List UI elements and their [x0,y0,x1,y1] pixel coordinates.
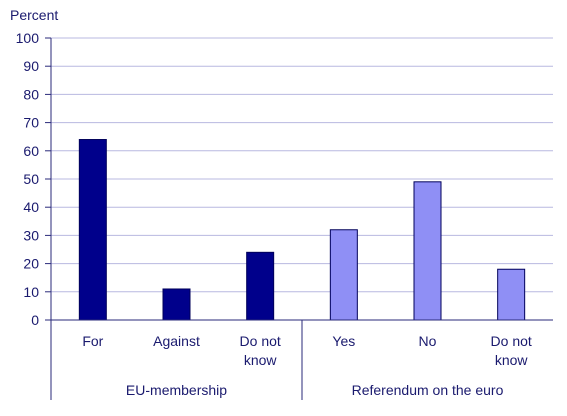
y-tick-label: 60 [23,143,39,159]
bar [413,181,442,321]
x-category-label: Against [153,333,200,349]
axes [45,38,553,400]
y-tick-label: 90 [23,58,39,74]
x-category-label: Do not [240,333,281,349]
gridlines [51,37,553,293]
y-axis-unit-label: Percent [10,7,58,23]
y-tick-label: 20 [23,256,39,272]
y-tick-label: 80 [23,86,39,102]
x-category-label: Yes [332,333,355,349]
y-tick-label: 40 [23,199,39,215]
bar [246,251,275,321]
x-category-label: know [495,352,529,368]
x-category-label: know [244,352,278,368]
y-axis-ticks: 0 10 20 30 40 50 60 70 80 90 100 [16,30,51,328]
y-tick-label: 100 [16,30,40,46]
y-tick-label: 10 [23,284,39,300]
bar [162,288,191,321]
x-category-label: No [419,333,437,349]
bar [497,268,526,321]
x-group-label: Referendum on the euro [352,382,504,398]
y-tick-label: 0 [31,312,39,328]
x-category-label: For [82,333,103,349]
y-tick-label: 70 [23,115,39,131]
x-group-label: EU-membership [126,382,227,398]
bars [78,139,526,321]
y-tick-label: 50 [23,171,39,187]
bar [78,139,107,321]
y-tick-label: 30 [23,227,39,243]
x-axis-labels: For Against Do not know Yes No Do not know EU-me… [82,333,532,398]
x-category-label: Do not [491,333,532,349]
bar [329,229,358,321]
